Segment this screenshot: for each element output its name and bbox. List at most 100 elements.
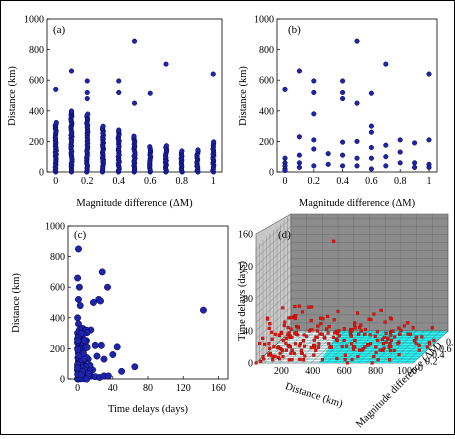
data-point (391, 329, 395, 333)
panel-c-label: (c) (74, 229, 87, 241)
data-point (265, 317, 270, 321)
data-point (75, 295, 82, 303)
data-point (356, 355, 360, 359)
x-tick-label: 200 (274, 366, 289, 377)
x-tick-label: 80 (143, 383, 153, 394)
data-point (381, 342, 385, 346)
data-point (343, 353, 347, 357)
data-point (345, 361, 349, 365)
data-point (53, 119, 59, 126)
data-point (411, 326, 415, 330)
x-tick-label: 0.6 (365, 176, 378, 187)
data-point (402, 324, 406, 328)
data-point (358, 325, 362, 330)
data-point (353, 338, 357, 342)
x-tick-label: 0.8 (394, 176, 407, 187)
panel-d-ticks: 200400600800100000.20.40.60.810408012016… (238, 230, 455, 378)
y-tick-label: 800 (259, 45, 274, 56)
data-point (354, 163, 360, 169)
x-tick-label: 120 (176, 383, 191, 394)
data-point (254, 361, 258, 365)
data-point (426, 137, 432, 143)
data-point (273, 332, 277, 336)
data-point (75, 283, 83, 291)
data-point (342, 327, 346, 331)
data-point (195, 147, 201, 153)
data-point (374, 351, 378, 355)
data-point (325, 161, 331, 167)
y-tick-label: 0.6 (439, 344, 452, 355)
data-point (388, 316, 392, 320)
panel-a-label: (a) (53, 24, 66, 36)
data-point (292, 351, 296, 355)
data-point (340, 139, 346, 145)
z-tick-label: 0 (248, 359, 253, 370)
data-point (356, 311, 360, 315)
data-point (290, 358, 294, 362)
data-point (414, 341, 418, 345)
data-point (335, 339, 339, 343)
data-point (297, 344, 302, 348)
data-point (270, 330, 274, 334)
data-point (310, 305, 314, 309)
data-point (74, 345, 82, 353)
data-point (116, 127, 122, 133)
data-point (426, 71, 432, 77)
data-point (296, 164, 302, 170)
y-tick-label: 800 (29, 45, 44, 56)
data-point (290, 315, 294, 320)
y-tick-label: 0.4 (432, 350, 445, 361)
data-point (397, 149, 403, 155)
data-point (335, 356, 339, 361)
data-point (397, 326, 401, 330)
panel-b-frame (276, 18, 438, 173)
data-point (259, 359, 263, 363)
data-point (425, 345, 429, 349)
x-tick-label: 0.4 (336, 176, 349, 187)
data-point (297, 304, 301, 308)
data-point (327, 325, 331, 329)
data-point (91, 341, 99, 349)
data-point (280, 331, 284, 335)
data-point (354, 100, 360, 106)
data-point (68, 68, 75, 74)
panel-d-zlabel: Time delays (days) (237, 260, 248, 341)
panel-c: 0 40 80 120 160 0 200 400 600 800 1000 (c) Time de… (11, 222, 229, 415)
data-point (317, 342, 321, 346)
data-point (336, 309, 340, 313)
data-point (340, 344, 344, 348)
data-point (379, 308, 383, 312)
data-point (343, 357, 347, 361)
data-point (307, 305, 311, 309)
data-point (357, 348, 362, 352)
data-point (354, 138, 360, 144)
x-tick-label: 0.2 (81, 176, 94, 187)
data-point (417, 348, 421, 352)
y-tick-label: 0 (39, 168, 44, 179)
data-point (258, 341, 262, 346)
y-tick-label: 600 (259, 76, 274, 87)
y-tick-label: 200 (50, 344, 65, 355)
data-point (100, 355, 108, 363)
data-point (382, 335, 386, 339)
data-point (131, 133, 137, 139)
data-point (296, 326, 300, 330)
data-point (210, 71, 216, 77)
y-tick-label: 1000 (254, 15, 274, 26)
data-point (74, 364, 82, 372)
data-point (311, 111, 317, 117)
data-point (406, 332, 410, 336)
data-point (368, 90, 374, 96)
data-point (389, 338, 394, 342)
data-point (426, 164, 432, 170)
panel-d: 200400600800100000.20.40.60.810408012016… (237, 213, 455, 430)
data-point (131, 100, 138, 106)
data-point (116, 78, 122, 84)
data-point (316, 345, 321, 349)
data-point (294, 314, 298, 318)
data-point (309, 346, 313, 350)
data-point (287, 358, 291, 362)
data-point (397, 160, 403, 166)
x-tick-label: 800 (368, 366, 383, 377)
data-point (378, 348, 382, 352)
